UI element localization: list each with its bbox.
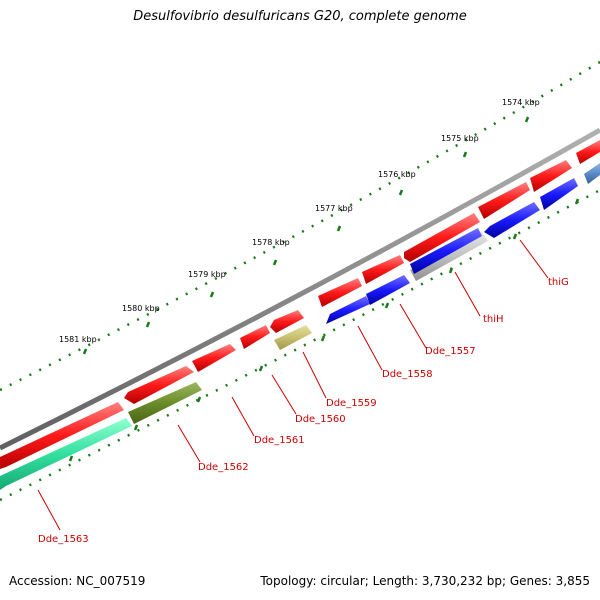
feature-reverse[interactable]: [410, 228, 482, 274]
feature-forward[interactable]: [530, 160, 572, 192]
gene-label-dde1558[interactable]: Dde_1558: [382, 369, 433, 380]
feature-teal[interactable]: [0, 418, 132, 490]
genome-backbone: [0, 127, 600, 451]
map-title: Desulfovibrio desulfuricans G20, complet…: [133, 9, 467, 24]
ruler-label-1575: 1575 kbp: [441, 134, 479, 143]
ruler-label-1577: 1577 kbp: [315, 204, 353, 213]
feature-olive[interactable]: [128, 382, 202, 424]
feature-reverse[interactable]: [540, 178, 578, 210]
feature-reverse[interactable]: [484, 202, 540, 238]
label-leader-lines: [37, 239, 549, 531]
outer-ruler-major-ticks: [82, 116, 530, 355]
feature-forward[interactable]: [124, 366, 194, 404]
feature-rna[interactable]: [410, 232, 488, 281]
ruler-label-1578: 1578 kbp: [252, 238, 290, 247]
gene-label-dde1559[interactable]: Dde_1559: [326, 398, 377, 409]
gene-label-dde1563[interactable]: Dde_1563: [38, 534, 89, 545]
gene-label-dde1561[interactable]: Dde_1561: [254, 435, 305, 446]
feature-forward[interactable]: [318, 278, 362, 307]
inner-ruler-major-ticks: [68, 198, 580, 462]
gene-label-thiH[interactable]: thiH: [483, 314, 504, 325]
feature-khaki[interactable]: [274, 325, 312, 350]
gene-label-thiG[interactable]: thiG: [548, 277, 569, 288]
ruler-label-1581: 1581 kbp: [59, 335, 97, 344]
feature-reverse[interactable]: [366, 275, 410, 305]
ruler-labels: 1574 kbp 1575 kbp 1576 kbp 1577 kbp 1578…: [59, 98, 540, 344]
gene-label-dde1557[interactable]: Dde_1557: [425, 346, 476, 357]
accession-text: Accession: NC_007519: [9, 574, 146, 588]
ruler-label-1576: 1576 kbp: [378, 170, 416, 179]
feature-forward[interactable]: [240, 325, 270, 349]
topology-text: Topology: circular; Length: 3,730,232 bp…: [260, 574, 590, 588]
feature-forward[interactable]: [192, 344, 236, 372]
gene-label-dde1562[interactable]: Dde_1562: [198, 462, 249, 473]
feature-steel[interactable]: [584, 163, 600, 184]
feature-forward[interactable]: [0, 402, 124, 469]
ruler-label-1574: 1574 kbp: [502, 98, 540, 107]
feature-forward[interactable]: [478, 182, 530, 219]
forward-strand-features: [0, 140, 600, 469]
feature-forward[interactable]: [270, 310, 304, 333]
feature-reverse[interactable]: [326, 296, 370, 324]
gene-labels: thiG thiH Dde_1557 Dde_1558 Dde_1559 Dde…: [38, 277, 569, 545]
reverse-strand-features: [0, 163, 600, 490]
ruler-label-1579: 1579 kbp: [188, 270, 226, 279]
ruler-label-1580: 1580 kbp: [122, 304, 160, 313]
feature-forward[interactable]: [404, 213, 480, 262]
feature-forward[interactable]: [362, 255, 404, 284]
gene-label-dde1560[interactable]: Dde_1560: [295, 414, 346, 425]
feature-forward[interactable]: [576, 140, 600, 164]
